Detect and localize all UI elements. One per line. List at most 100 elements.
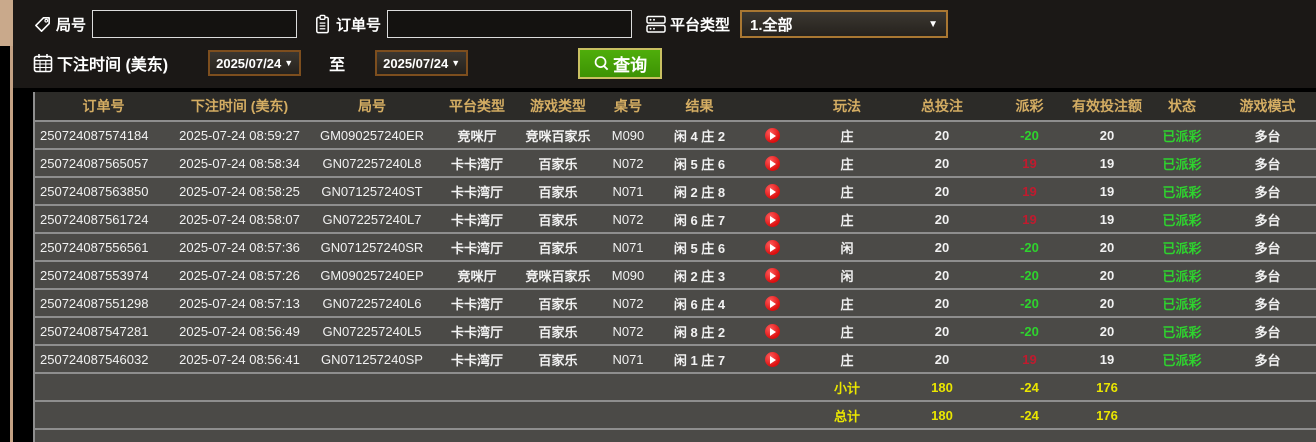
- column-header: 订单号: [35, 92, 172, 121]
- subtotal-row-cell: [172, 372, 307, 401]
- table-row: 250724087547281 2025-07-24 08:56:49 GN0722…: [35, 316, 1316, 345]
- total-row: 总计 180 -24 176: [35, 400, 1316, 429]
- play-triangle: [770, 243, 776, 252]
- date-from-value: 2025/07/24: [216, 55, 282, 71]
- cell-mode: 多台: [1217, 260, 1316, 289]
- cell-platform: 卡卡湾厅: [437, 344, 517, 373]
- cell-table-no: N072: [599, 316, 657, 345]
- empty-row-cell: [742, 428, 802, 442]
- play-triangle: [770, 215, 776, 224]
- chevron-down-icon: ▼: [284, 58, 294, 68]
- chevron-down-icon: ▼: [451, 58, 461, 68]
- subtotal-row-cell: 176: [1067, 372, 1147, 401]
- cell-mode: 多台: [1217, 176, 1316, 205]
- round-number-input[interactable]: [92, 10, 298, 38]
- cell-total-bet: 20: [892, 288, 992, 317]
- cell-table-no: N072: [599, 148, 657, 177]
- date-to-select[interactable]: 2025/07/24 ▼: [375, 50, 469, 76]
- cell-order-id: 250724087565057: [35, 148, 172, 177]
- left-ribbon-line: [10, 0, 13, 442]
- date-from-select[interactable]: 2025/07/24 ▼: [208, 50, 302, 76]
- replay-icon[interactable]: [764, 128, 780, 144]
- replay-icon[interactable]: [764, 296, 780, 312]
- cell-platform: 卡卡湾厅: [437, 148, 517, 177]
- search-button-label: 查询: [613, 55, 648, 75]
- cell-result: 闲 6 庄 4: [657, 288, 742, 317]
- cell-round-id: GN071257240SR: [307, 232, 437, 261]
- total-row-cell: [437, 400, 517, 429]
- platform-type-select[interactable]: 1.全部 ▼: [740, 10, 949, 38]
- cell-result: 闲 2 庄 8: [657, 176, 742, 205]
- empty-row: [35, 428, 1316, 442]
- cell-result: 闲 1 庄 7: [657, 344, 742, 373]
- cell-total-bet: 20: [892, 344, 992, 373]
- subtotal-row-cell: [307, 372, 437, 401]
- column-header: 下注时间 (美东): [172, 92, 307, 121]
- cell-game-type: 百家乐: [517, 316, 599, 345]
- cell-game-type: 百家乐: [517, 344, 599, 373]
- subtotal-row-cell: [517, 372, 599, 401]
- cell-play-side: 庄: [802, 316, 892, 345]
- calendar-icon: [33, 53, 53, 73]
- cell-mode: 多台: [1217, 344, 1316, 373]
- replay-cell: [742, 260, 802, 289]
- cell-order-id: 250724087547281: [35, 316, 172, 345]
- cell-status: 已派彩: [1147, 120, 1217, 149]
- empty-row-cell: [892, 428, 992, 442]
- cell-valid-bet: 20: [1067, 288, 1147, 317]
- cell-round-id: GN072257240L8: [307, 148, 437, 177]
- replay-icon[interactable]: [764, 268, 780, 284]
- empty-row-cell: [802, 428, 892, 442]
- cell-platform: 卡卡湾厅: [437, 316, 517, 345]
- column-header: 桌号: [599, 92, 657, 121]
- empty-row-cell: [307, 428, 437, 442]
- table-row: 250724087565057 2025-07-24 08:58:34 GN0722…: [35, 148, 1316, 177]
- cell-payout: 19: [992, 344, 1067, 373]
- cell-result: 闲 4 庄 2: [657, 120, 742, 149]
- cell-valid-bet: 19: [1067, 148, 1147, 177]
- cell-game-type: 百家乐: [517, 288, 599, 317]
- total-row-cell: [307, 400, 437, 429]
- cell-game-type: 竞咪百家乐: [517, 260, 599, 289]
- replay-icon[interactable]: [764, 324, 780, 340]
- cell-mode: 多台: [1217, 288, 1316, 317]
- total-row-cell: 176: [1067, 400, 1147, 429]
- cell-table-no: N072: [599, 288, 657, 317]
- total-row-cell: [599, 400, 657, 429]
- to-label: 至: [329, 57, 346, 74]
- replay-icon[interactable]: [764, 156, 780, 172]
- search-button[interactable]: 查询: [578, 47, 663, 79]
- cell-total-bet: 20: [892, 316, 992, 345]
- replay-icon[interactable]: [764, 212, 780, 228]
- cell-bet-time: 2025-07-24 08:57:36: [172, 232, 307, 261]
- filter-row-1: 局号 订单号 平台类型 1.全部 ▼: [13, 0, 1316, 44]
- cell-payout: -20: [992, 288, 1067, 317]
- round-number-label: 局号: [56, 16, 87, 34]
- empty-row-cell: [657, 428, 742, 442]
- cell-mode: 多台: [1217, 148, 1316, 177]
- empty-row-cell: [992, 428, 1067, 442]
- cell-order-id: 250724087546032: [35, 344, 172, 373]
- replay-icon[interactable]: [764, 184, 780, 200]
- cell-payout: -20: [992, 232, 1067, 261]
- subtotal-row-cell: [1147, 372, 1217, 401]
- cell-play-side: 闲: [802, 260, 892, 289]
- cell-table-no: N071: [599, 344, 657, 373]
- cell-bet-time: 2025-07-24 08:57:26: [172, 260, 307, 289]
- cell-table-no: N071: [599, 232, 657, 261]
- cell-total-bet: 20: [892, 176, 992, 205]
- column-header: 状态: [1147, 92, 1217, 121]
- cell-bet-time: 2025-07-24 08:59:27: [172, 120, 307, 149]
- replay-icon[interactable]: [764, 352, 780, 368]
- replay-icon[interactable]: [764, 240, 780, 256]
- cell-valid-bet: 20: [1067, 260, 1147, 289]
- cell-order-id: 250724087574184: [35, 120, 172, 149]
- cell-platform: 卡卡湾厅: [437, 176, 517, 205]
- total-row-cell: [742, 400, 802, 429]
- cell-round-id: GN072257240L6: [307, 288, 437, 317]
- order-number-input[interactable]: [387, 10, 633, 38]
- play-triangle: [770, 159, 776, 168]
- replay-cell: [742, 288, 802, 317]
- empty-row-cell: [35, 428, 172, 442]
